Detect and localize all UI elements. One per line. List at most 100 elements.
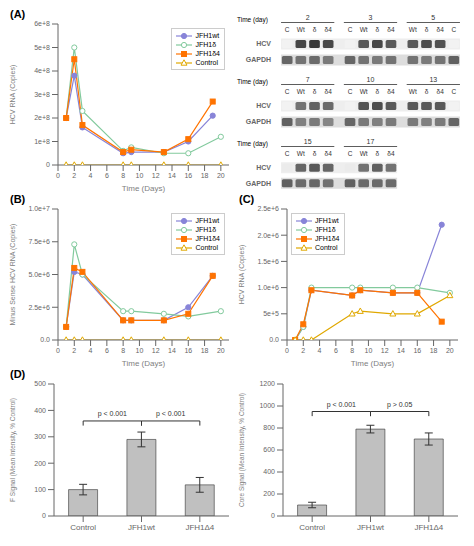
svg-text:1000: 1000	[259, 402, 275, 409]
svg-text:5.0e+6: 5.0e+6	[28, 271, 50, 278]
svg-text:C: C	[285, 26, 290, 33]
svg-text:16: 16	[413, 347, 421, 354]
svg-text:2: 2	[72, 172, 76, 179]
svg-text:δ4: δ4	[387, 88, 395, 95]
svg-text:13: 13	[429, 76, 437, 83]
svg-text:GAPDH: GAPDH	[246, 180, 271, 187]
svg-text:6: 6	[105, 172, 109, 179]
svg-text:8: 8	[350, 347, 354, 354]
svg-text:F Signal (Mean Intensity, % Co: F Signal (Mean Intensity, % Control)	[9, 398, 17, 502]
svg-text:p < 0.001: p < 0.001	[327, 401, 356, 409]
svg-text:600: 600	[263, 446, 275, 453]
svg-text:16: 16	[184, 347, 192, 354]
svg-text:HCV RNA (Copies): HCV RNA (Copies)	[238, 245, 246, 305]
svg-text:δ: δ	[313, 88, 317, 95]
svg-text:GAPDH: GAPDH	[246, 56, 271, 63]
svg-text:6: 6	[334, 347, 338, 354]
svg-text:6: 6	[105, 347, 109, 354]
svg-text:p < 0.001: p < 0.001	[98, 410, 127, 418]
svg-text:Wt: Wt	[297, 26, 305, 33]
svg-text:4: 4	[89, 347, 93, 354]
svg-text:0: 0	[271, 512, 275, 519]
svg-text:10: 10	[365, 347, 373, 354]
svg-text:12: 12	[381, 347, 389, 354]
svg-text:p < 0.001: p < 0.001	[156, 410, 185, 418]
svg-text:HCV: HCV	[256, 102, 271, 109]
svg-text:2.5e+6: 2.5e+6	[28, 304, 50, 311]
svg-text:14: 14	[397, 347, 405, 354]
svg-text:HCV: HCV	[256, 40, 271, 47]
svg-text:δ: δ	[313, 26, 317, 33]
svg-text:2e+8: 2e+8	[34, 114, 50, 121]
svg-text:800: 800	[263, 424, 275, 431]
svg-text:18: 18	[201, 172, 209, 179]
svg-text:Wt: Wt	[297, 150, 305, 157]
svg-text:16: 16	[184, 172, 192, 179]
svg-text:200: 200	[263, 490, 275, 497]
svg-text:6e+8: 6e+8	[34, 20, 50, 27]
svg-text:C: C	[451, 26, 456, 33]
svg-text:8: 8	[121, 172, 125, 179]
svg-text:δ: δ	[313, 150, 317, 157]
svg-text:4e+8: 4e+8	[34, 67, 50, 74]
svg-text:δ4: δ4	[387, 150, 395, 157]
svg-text:Time (Days): Time (Days)	[122, 359, 166, 368]
svg-text:Time (Days): Time (Days)	[351, 359, 395, 368]
svg-text:20: 20	[217, 172, 225, 179]
svg-text:Core Signal (Mean Intensity, %: Core Signal (Mean Intensity, % Control)	[238, 393, 246, 507]
svg-text:7: 7	[306, 76, 310, 83]
svg-text:2: 2	[301, 347, 305, 354]
svg-text:18: 18	[201, 347, 209, 354]
svg-text:15: 15	[304, 138, 312, 145]
svg-text:1.0e+6: 1.0e+6	[257, 284, 279, 291]
svg-text:Wt: Wt	[409, 26, 417, 33]
svg-text:0: 0	[56, 347, 60, 354]
svg-text:400: 400	[34, 407, 46, 414]
svg-text:2.5e+6: 2.5e+6	[257, 205, 279, 212]
svg-text:1200: 1200	[259, 380, 275, 387]
svg-text:0: 0	[42, 512, 46, 519]
svg-text:14: 14	[168, 172, 176, 179]
svg-text:Control: Control	[70, 523, 96, 532]
svg-text:200: 200	[34, 460, 46, 467]
svg-text:C: C	[348, 26, 353, 33]
svg-text:Wt: Wt	[297, 88, 305, 95]
svg-text:0.0: 0.0	[269, 336, 279, 343]
svg-text:300: 300	[34, 433, 46, 440]
svg-text:100: 100	[34, 486, 46, 493]
svg-text:10: 10	[367, 76, 375, 83]
svg-text:8: 8	[121, 347, 125, 354]
svg-text:δ: δ	[376, 88, 380, 95]
svg-text:δ: δ	[425, 88, 429, 95]
svg-text:10: 10	[136, 347, 144, 354]
svg-text:C: C	[348, 150, 353, 157]
svg-text:500: 500	[34, 380, 46, 387]
svg-text:5e+5: 5e+5	[263, 310, 279, 317]
svg-text:20: 20	[446, 347, 454, 354]
svg-text:2.0e+6: 2.0e+6	[257, 232, 279, 239]
svg-text:14: 14	[168, 347, 176, 354]
svg-text:HCV: HCV	[256, 164, 271, 171]
svg-text:Wt: Wt	[360, 150, 368, 157]
svg-text:Time (Days): Time (Days)	[122, 184, 166, 193]
svg-text:C: C	[348, 88, 353, 95]
svg-text:17: 17	[367, 138, 375, 145]
svg-text:7.5e+6: 7.5e+6	[28, 238, 50, 245]
svg-text:18: 18	[430, 347, 438, 354]
svg-text:0: 0	[46, 161, 50, 168]
svg-text:0: 0	[56, 172, 60, 179]
svg-text:C: C	[285, 88, 290, 95]
svg-text:3e+8: 3e+8	[34, 91, 50, 98]
svg-text:JFH1Δ4: JFH1Δ4	[414, 523, 443, 532]
svg-text:20: 20	[217, 347, 225, 354]
svg-text:δ4: δ4	[437, 88, 445, 95]
svg-text:δ4: δ4	[387, 26, 395, 33]
svg-text:p > 0.05: p > 0.05	[387, 401, 413, 409]
svg-text:δ: δ	[376, 26, 380, 33]
svg-text:3: 3	[369, 14, 373, 21]
svg-text:5e+8: 5e+8	[34, 44, 50, 51]
svg-text:JFH1wt: JFH1wt	[357, 523, 385, 532]
svg-text:JFH1wt: JFH1wt	[128, 523, 156, 532]
svg-text:δ: δ	[425, 26, 429, 33]
svg-text:Control: Control	[299, 523, 325, 532]
